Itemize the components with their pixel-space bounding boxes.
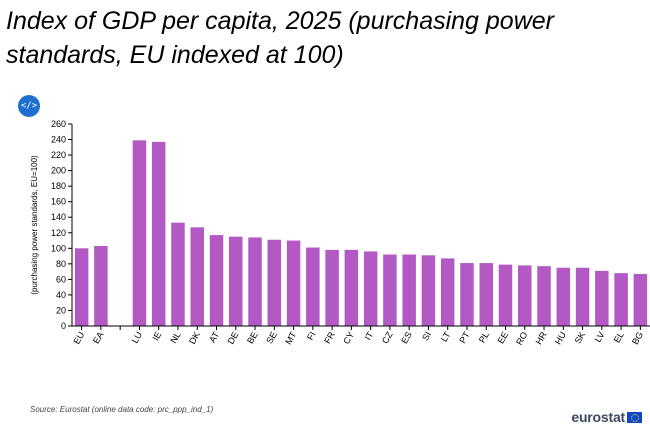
bar-lv[interactable] — [595, 270, 609, 326]
eurostat-logo[interactable]: eurostat — [571, 409, 642, 425]
bar-mt[interactable] — [286, 240, 301, 326]
bar-bg[interactable] — [633, 273, 648, 326]
bar-be[interactable] — [248, 237, 262, 326]
bar-hr[interactable] — [537, 266, 551, 326]
x-tick-label: LV — [593, 330, 607, 344]
x-tick-label: HR — [534, 330, 549, 347]
chart-title: Index of GDP per capita, 2025 (purchasin… — [6, 7, 554, 69]
bar-ee[interactable] — [498, 264, 513, 326]
x-tick-label: PT — [457, 330, 472, 345]
source-note: Source: Eurostat (online data code: prc_… — [30, 405, 214, 414]
y-tick-label: 220 — [51, 150, 66, 160]
bar-lt[interactable] — [440, 258, 455, 326]
x-tick-label: IT — [363, 330, 376, 342]
bar-fr[interactable] — [325, 249, 339, 326]
y-tick-label: 200 — [51, 166, 66, 176]
bar-si[interactable] — [421, 255, 436, 326]
bar-cy[interactable] — [344, 249, 359, 326]
bar-pl[interactable] — [479, 263, 493, 326]
x-tick-label: BG — [630, 330, 645, 346]
x-tick-label: RO — [514, 330, 529, 347]
bar-hu[interactable] — [556, 267, 571, 326]
x-tick-label: DE — [226, 330, 241, 346]
y-tick-label: 60 — [56, 274, 66, 284]
y-tick-label: 160 — [51, 197, 66, 207]
bar-dk[interactable] — [190, 227, 204, 326]
x-tick-label: EA — [91, 330, 106, 345]
x-tick-label: AT — [207, 330, 221, 345]
x-tick-label: EU — [71, 330, 86, 346]
bar-es[interactable] — [402, 254, 416, 326]
bar-ea[interactable] — [94, 245, 108, 326]
y-axis: 0 20 40 60 80 100 120 140 160 180 200 220 240 260 — [51, 119, 73, 331]
x-tick-label: SE — [264, 330, 279, 345]
bar-nl[interactable] — [171, 222, 185, 326]
x-tick-label: FI — [305, 330, 318, 342]
bar-se[interactable] — [267, 239, 282, 326]
x-tick-label: FR — [322, 330, 337, 346]
y-tick-label: 40 — [56, 290, 66, 300]
x-tick-label: SI — [420, 330, 433, 342]
x-tick-label: EE — [496, 330, 511, 345]
x-tick-label: ES — [399, 330, 414, 345]
y-tick-label: 20 — [56, 305, 66, 315]
y-tick-label: 240 — [51, 135, 66, 145]
bar-at[interactable] — [209, 235, 224, 326]
x-tick-label: SK — [573, 330, 588, 345]
x-tick-label: CY — [341, 330, 356, 346]
x-tick-label: LU — [130, 330, 144, 345]
y-tick-label: 80 — [56, 259, 66, 269]
bar-ro[interactable] — [518, 265, 532, 326]
y-tick-label: 260 — [51, 119, 66, 129]
x-tick-label: NL — [168, 330, 182, 345]
x-tick-label: PL — [477, 330, 491, 345]
x-tick-label: LT — [439, 330, 453, 344]
bar-sk[interactable] — [575, 267, 590, 326]
y-tick-label: 120 — [51, 228, 66, 238]
x-tick-label: MT — [283, 330, 298, 347]
bar-cz[interactable] — [383, 254, 397, 326]
bar-pt[interactable] — [460, 263, 474, 326]
y-tick-label: 140 — [51, 212, 66, 222]
logo-text: eurostat — [571, 409, 625, 425]
eu-flag-icon — [627, 411, 642, 423]
x-tick-label: EL — [612, 330, 626, 345]
y-tick-label: 100 — [51, 243, 66, 253]
x-tick-label: IE — [151, 330, 164, 342]
y-tick-label: 180 — [51, 181, 66, 191]
x-axis: EU EA LU IE NL DK AT DE BE SE MT FI FR CY IT CZ ES SI LT PT… — [71, 325, 650, 347]
x-tick-label: BE — [245, 330, 260, 345]
bar-lu[interactable] — [132, 140, 147, 326]
embed-code-icon[interactable]: </> — [18, 95, 40, 117]
bar-it[interactable] — [363, 251, 378, 326]
bar-fi[interactable] — [306, 247, 320, 326]
y-tick-label: 0 — [61, 321, 66, 331]
bar-eu[interactable] — [74, 248, 89, 326]
x-tick-label: HU — [553, 330, 568, 346]
bars — [74, 140, 648, 326]
x-tick-label: CZ — [380, 330, 395, 346]
bar-ie[interactable] — [151, 141, 166, 326]
x-tick-label: DK — [187, 330, 202, 346]
bar-el[interactable] — [614, 273, 628, 326]
y-axis-label: (purchasing power standards, EU=100) — [30, 155, 39, 295]
bar-de[interactable] — [229, 236, 243, 326]
